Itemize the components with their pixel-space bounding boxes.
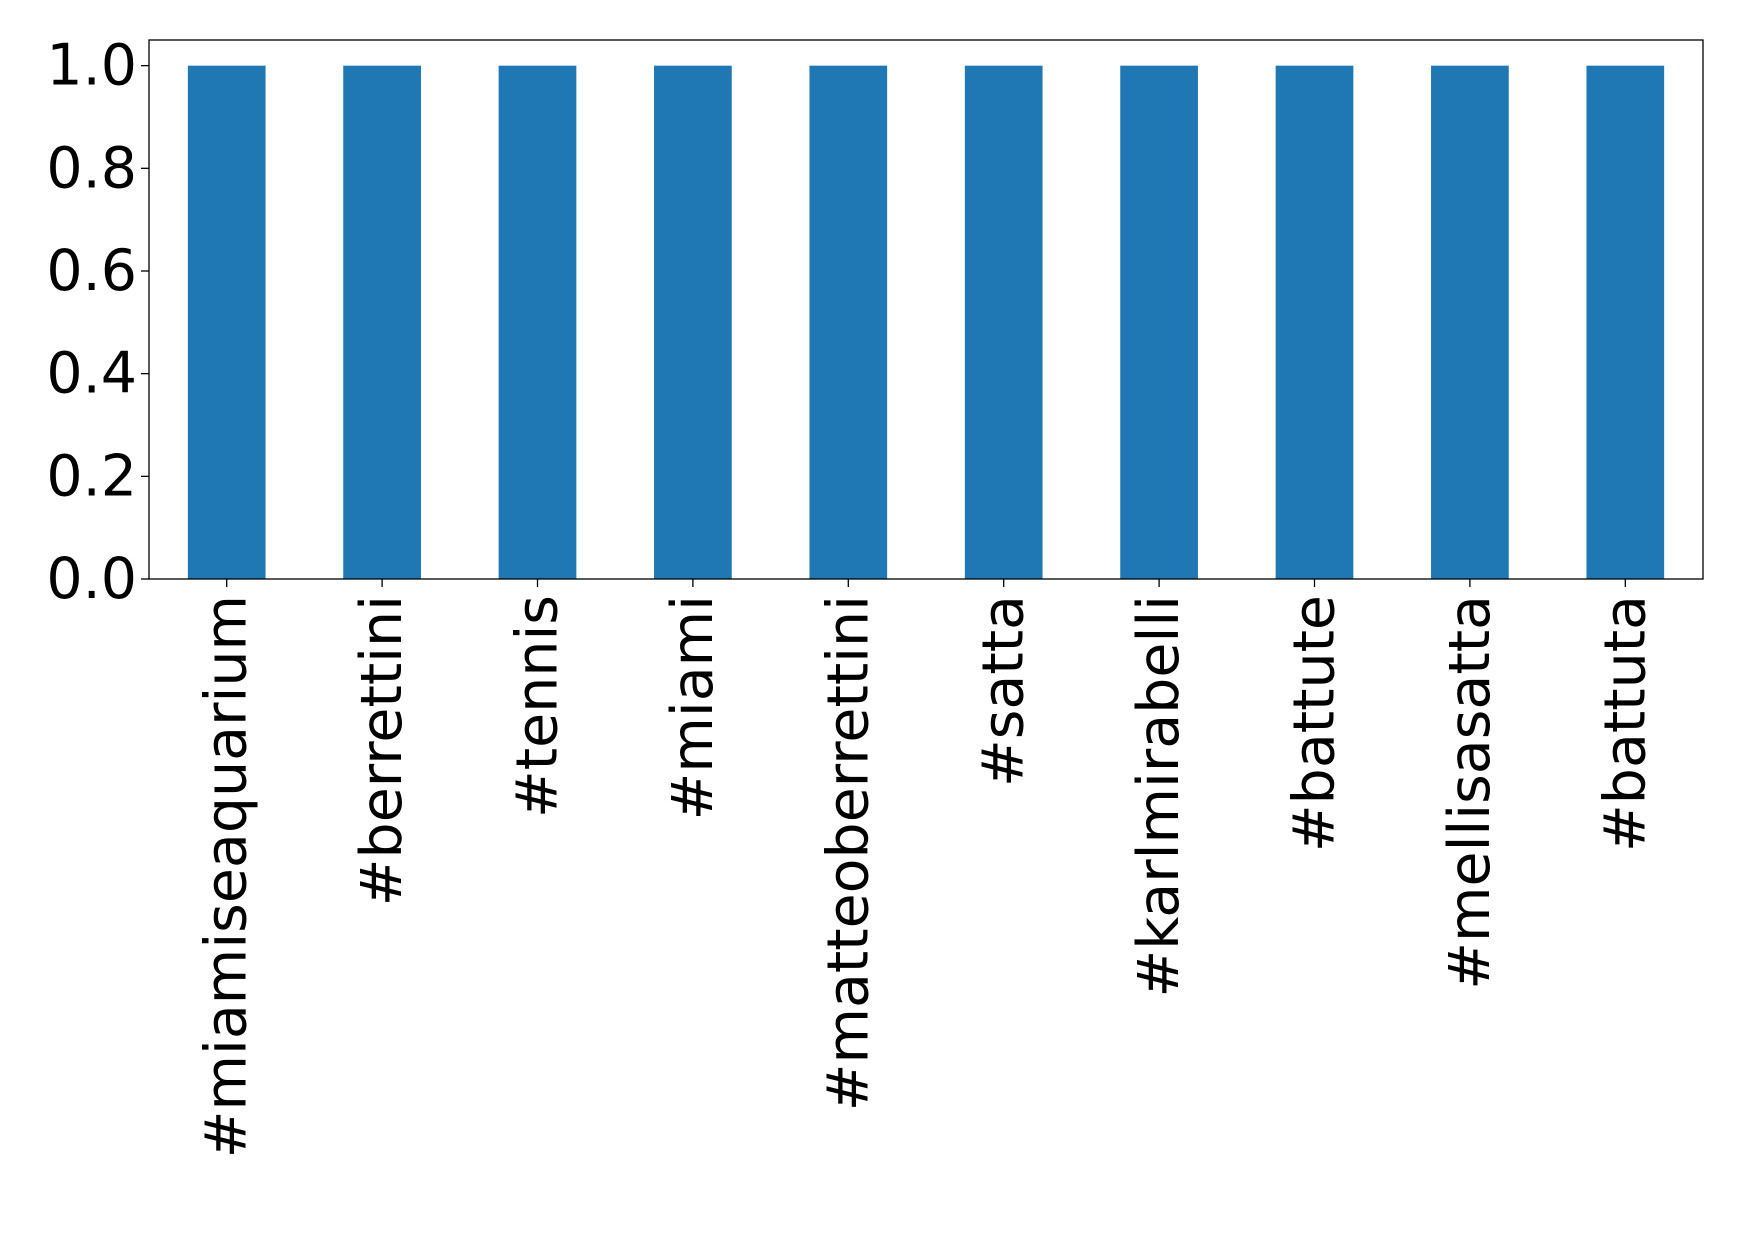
bar [343, 65, 421, 580]
bar [1275, 65, 1354, 580]
x-tick-label: #satta [971, 595, 1037, 787]
x-tick-label: #tennis [505, 595, 571, 818]
x-tick-label: #berrettini [349, 595, 415, 906]
plot-frame [148, 39, 1704, 580]
x-tick-label: #miami [660, 595, 726, 820]
bar [809, 65, 888, 580]
y-tick-label: 0.2 [46, 443, 137, 509]
x-tick-label: #mellisasatta [1437, 595, 1503, 990]
y-axis: 0.0 0.2 0.4 0.6 0.8 1.0 [46, 33, 149, 612]
y-tick-label: 0.8 [46, 135, 137, 201]
x-axis: #miamiseaquarium #berrettini #tennis #miami… [194, 579, 1658, 1158]
bar [1120, 65, 1198, 580]
x-tick-label: #matteoberrettini [815, 595, 881, 1111]
y-tick-label: 1.0 [46, 33, 137, 99]
y-tick-label: 0.0 [46, 546, 137, 612]
x-tick-label: #battute [1282, 595, 1348, 852]
bar [1586, 65, 1665, 580]
bar [1431, 65, 1509, 580]
x-tick-label: #karlmirabelli [1126, 595, 1192, 997]
bar [654, 65, 732, 580]
x-tick-label: #miamiseaquarium [194, 595, 260, 1158]
bar [498, 65, 577, 580]
bar [187, 65, 266, 580]
bar [964, 65, 1043, 580]
x-tick-label: #battuta [1592, 595, 1658, 852]
y-tick-label: 0.6 [46, 238, 137, 304]
bars-layer [187, 65, 1665, 580]
y-tick-label: 0.4 [46, 341, 137, 407]
